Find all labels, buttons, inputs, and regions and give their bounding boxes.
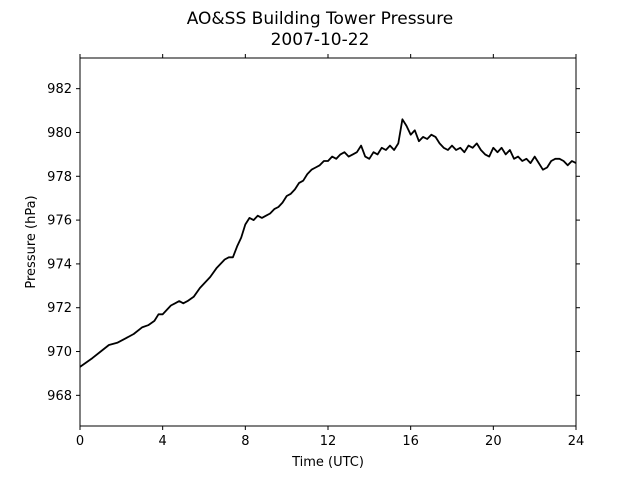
x-tick-label: 16 [402, 434, 419, 449]
y-tick-label: 974 [47, 257, 72, 272]
y-tick-label: 968 [47, 389, 72, 404]
x-tick-label: 4 [159, 434, 167, 449]
y-tick-label: 970 [47, 345, 72, 360]
x-tick-label: 20 [485, 434, 502, 449]
y-tick-label: 982 [47, 82, 72, 97]
x-axis-label: Time (UTC) [291, 455, 364, 470]
x-tick-label: 12 [320, 434, 337, 449]
chart-title: AO&SS Building Tower Pressure [187, 9, 454, 29]
x-tick-label: 8 [241, 434, 249, 449]
x-axis-ticks: 0 4 8 12 16 20 24 [76, 54, 584, 449]
x-tick-label: 24 [568, 434, 585, 449]
series-group [79, 118, 577, 368]
pressure-series-line [79, 118, 577, 368]
y-tick-label: 976 [47, 214, 72, 229]
plot-frame [79, 57, 577, 427]
y-tick-label: 978 [47, 170, 72, 185]
chart-subtitle: 2007-10-22 [271, 30, 370, 50]
y-tick-label: 980 [47, 126, 72, 141]
y-tick-label: 972 [47, 301, 72, 316]
x-tick-label: 0 [76, 434, 84, 449]
y-axis-ticks: 968 970 972 974 976 978 980 982 [47, 82, 580, 404]
y-axis-label: Pressure (hPa) [24, 195, 39, 288]
